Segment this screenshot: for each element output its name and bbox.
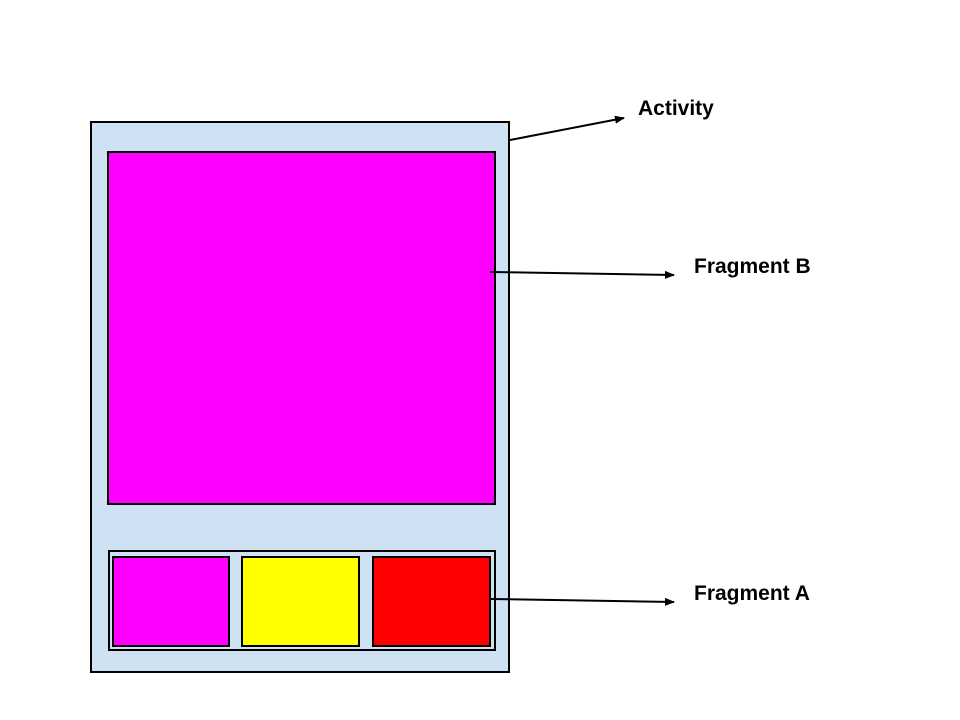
fragment-b-label: Fragment B — [694, 255, 811, 278]
fragment-a-tile — [241, 556, 360, 647]
fragment-a-tile — [372, 556, 491, 647]
fragment-b-panel — [107, 151, 496, 505]
fragment-a-tile — [112, 556, 230, 647]
fragment-a-label: Fragment A — [694, 582, 810, 605]
arrow-activity — [509, 115, 625, 141]
activity-label: Activity — [638, 97, 714, 120]
arrow-fragment-a — [489, 597, 675, 606]
arrow-fragment-b — [489, 270, 675, 279]
